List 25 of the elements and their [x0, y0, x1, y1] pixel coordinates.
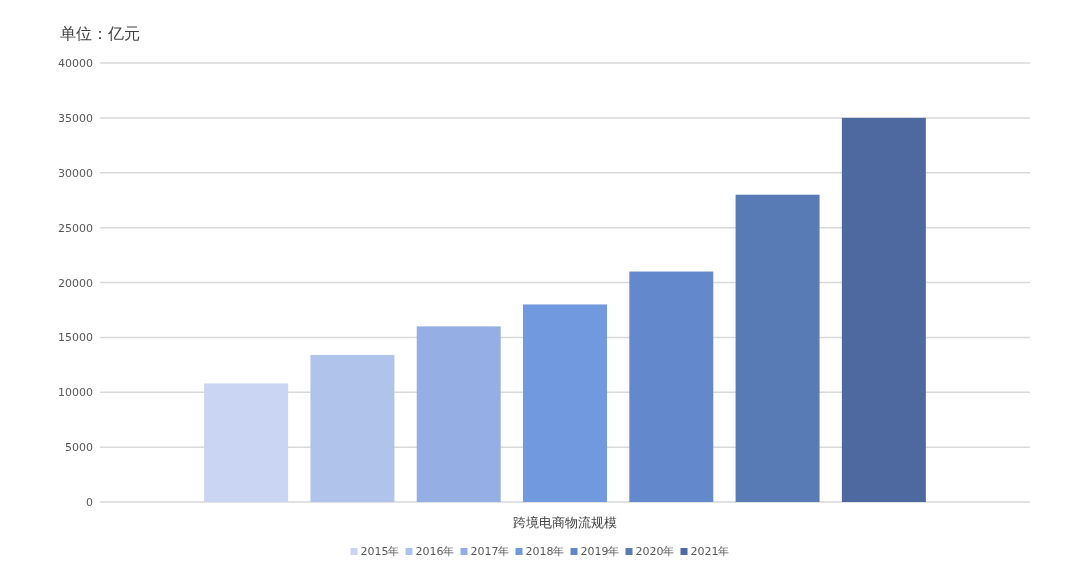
legend-label: 2017年	[470, 545, 510, 558]
legend-label: 2021年	[690, 545, 730, 558]
legend-label: 2020年	[635, 545, 675, 558]
x-tick-label: 跨境电商物流规模	[513, 515, 617, 530]
bar	[523, 304, 607, 502]
y-tick-label: 15000	[58, 331, 93, 345]
bar	[310, 354, 395, 502]
y-tick-label: 40000	[58, 57, 93, 70]
y-tick-label: 35000	[58, 111, 93, 125]
y-tick-label: 0	[86, 496, 93, 509]
bar	[629, 271, 714, 502]
y-tick-label: 20000	[58, 276, 93, 290]
legend-label: 2018年	[525, 545, 565, 558]
y-tick-label: 25000	[58, 221, 93, 235]
legend-label: 2016年	[415, 545, 455, 558]
bar	[416, 326, 501, 502]
bar	[204, 383, 289, 502]
legend-label: 2019年	[580, 545, 620, 558]
y-tick-label: 10000	[58, 386, 93, 400]
y-tick-label: 30000	[58, 166, 93, 180]
y-axis-title: 单位：亿元	[60, 24, 140, 43]
y-tick-label: 5000	[65, 441, 93, 455]
bar	[735, 194, 820, 502]
legend-label: 2015年	[360, 545, 400, 558]
bar	[841, 117, 926, 502]
